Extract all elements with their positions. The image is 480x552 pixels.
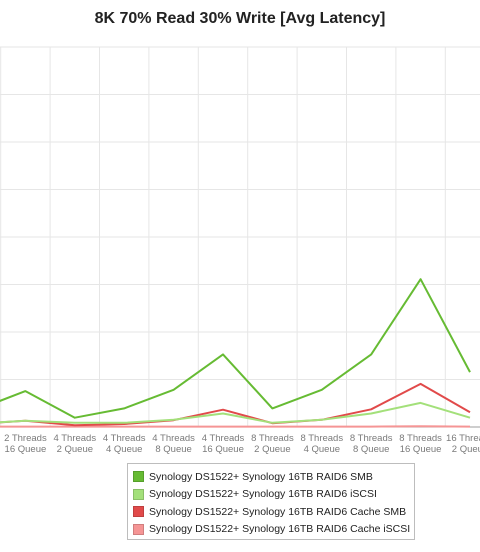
x-tick-label-line: 8 Threads <box>300 433 343 444</box>
x-tick-label-line: 16 Queue <box>5 444 47 455</box>
x-tick-label-line: 2 Threads <box>4 433 47 444</box>
legend-item[interactable]: Synology DS1522+ Synology 16TB RAID6 SMB <box>133 468 414 486</box>
x-tick-label: 4 Threads 4 Queue <box>103 433 146 455</box>
x-tick-label: 4 Threads 2 Queue <box>53 433 96 455</box>
x-tick-label-line: 8 Queue <box>155 444 191 455</box>
x-tick-label: 8 Threads 8 Queue <box>350 433 393 455</box>
x-tick-label-line: 2 Queue <box>254 444 290 455</box>
x-tick-label-line: 4 Threads <box>202 433 245 444</box>
legend-label: Synology DS1522+ Synology 16TB RAID6 iSC… <box>149 488 377 501</box>
x-tick-label-line: 4 Threads <box>53 433 96 444</box>
x-tick-label-line: 8 Threads <box>399 433 442 444</box>
legend-item[interactable]: Synology DS1522+ Synology 16TB RAID6 Cac… <box>133 503 414 521</box>
x-tick-label-line: 4 Threads <box>103 433 146 444</box>
series-line-3 <box>0 382 471 427</box>
x-tick-label: 2 Threads 16 Queue <box>4 433 47 455</box>
x-tick-label-line: 4 Queue <box>304 444 340 455</box>
x-tick-label: 4 Threads 8 Queue <box>152 433 195 455</box>
legend-swatch <box>133 506 144 518</box>
x-tick-label-line: 2 Queue <box>452 444 480 455</box>
x-tick-label: 8 Threads 16 Queue <box>399 433 442 455</box>
chart-legend: Synology DS1522+ Synology 16TB RAID6 SMB… <box>127 463 415 540</box>
legend-label: Synology DS1522+ Synology 16TB RAID6 Cac… <box>149 505 407 518</box>
chart-title: 8K 70% Read 30% Write [Avg Latency] <box>94 10 386 27</box>
x-tick-label-line: 8 Threads <box>251 433 294 444</box>
x-tick-label-line: 16 Queue <box>400 444 442 455</box>
series-line-1 <box>0 278 471 419</box>
x-tick-label: 8 Threads 4 Queue <box>300 433 343 455</box>
x-tick-label: 4 Threads 16 Queue <box>202 433 245 455</box>
x-tick-label-line: 4 Queue <box>106 444 142 455</box>
x-tick-label-line: 16 Queue <box>202 444 244 455</box>
legend-swatch <box>133 471 144 483</box>
legend-swatch <box>133 488 144 500</box>
legend-item[interactable]: Synology DS1522+ Synology 16TB RAID6 iSC… <box>133 486 414 504</box>
legend-label: Synology DS1522+ Synology 16TB RAID6 Cac… <box>149 523 411 536</box>
x-tick-label-line: 8 Threads <box>350 433 393 444</box>
legend-label: Synology DS1522+ Synology 16TB RAID6 SMB <box>149 470 373 483</box>
series-line-2 <box>0 401 471 424</box>
x-tick-label: 8 Threads 2 Queue <box>251 433 294 455</box>
legend-item[interactable]: Synology DS1522+ Synology 16TB RAID6 Cac… <box>133 521 414 539</box>
x-tick-label-line: 8 Queue <box>353 444 389 455</box>
x-tick-label-line: 16 Threads <box>446 433 480 444</box>
x-tick-label-line: 4 Threads <box>152 433 195 444</box>
legend-swatch <box>133 523 144 535</box>
x-tick-label-line: 2 Queue <box>57 444 93 455</box>
